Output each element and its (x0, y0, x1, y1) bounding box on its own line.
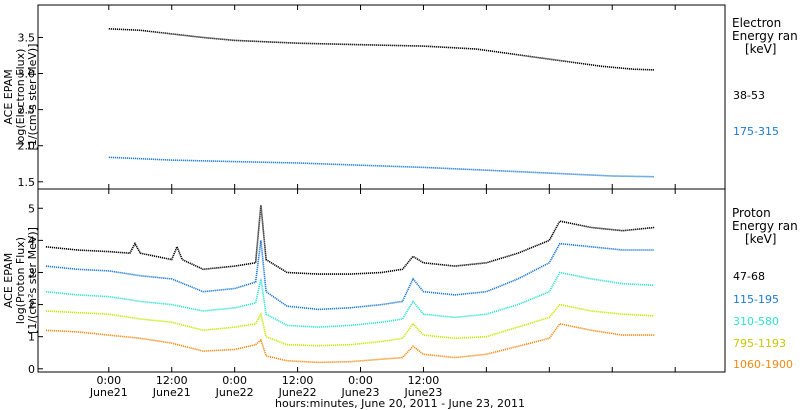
electron-ylabel-line-1: ACE EPAM (2, 69, 15, 124)
proton-legend-entry-795-1193: 795-1193 (733, 337, 786, 350)
proton-legend-entry-47-68: 47-68 (733, 270, 765, 283)
xtick-sublabel: June22 (278, 386, 317, 399)
proton-legend-entry-310-580: 310-580 (733, 315, 779, 328)
electron-ylabel-line-2: log(Electron Flux) (14, 49, 27, 146)
proton-plot-area (45, 205, 655, 364)
proton-legend-entry-115-195: 115-195 (733, 293, 779, 306)
electron-ytick-label: 2.5 (18, 104, 36, 117)
electron-legend-title-2: Energy ran (732, 29, 798, 43)
electron-ylabel-line-3: [1/(cm²s ster MeV)] (26, 44, 39, 151)
electron-series-38-53 (108, 28, 655, 71)
proton-series-310-580 (45, 271, 655, 328)
electron-panel-frame (37, 4, 726, 190)
proton-ytick-label: 1 (28, 331, 35, 344)
proton-legend-entry-1060-1900: 1060-1900 (733, 358, 793, 371)
electron-legend-entry-175-315: 175-315 (733, 125, 779, 138)
electron-plot-area (108, 28, 655, 178)
proton-ylabel-line-3: [1/(cm²s ster MeV)] (26, 227, 39, 334)
electron-ytick-label: 2.0 (18, 140, 36, 153)
proton-ylabel-line-2: log(Proton Flux) (14, 237, 27, 324)
proton-panel-frame (37, 188, 726, 373)
electron-ytick-label: 1.5 (18, 176, 36, 189)
proton-series-795-1193 (45, 303, 655, 347)
electron-legend-title-3: [keV] (745, 42, 776, 56)
x-axis-label: hours:minutes, June 20, 2011 - June 23, … (275, 397, 525, 410)
proton-ytick-label: 0 (28, 363, 35, 376)
proton-ytick-label: 4 (28, 234, 35, 247)
xtick-label: 0:00 (96, 374, 121, 387)
xtick-sublabel: June21 (152, 386, 191, 399)
xtick-label: 0:00 (222, 374, 247, 387)
proton-legend-title-2: Energy ran (732, 219, 798, 233)
electron-legend-entry-38-53: 38-53 (733, 89, 765, 102)
electron-legend-title-1: Electron (732, 16, 781, 30)
proton-legend-title-1: Proton (732, 206, 771, 220)
proton-series-1060-1900 (45, 322, 655, 364)
xtick-label: 12:00 (282, 374, 314, 387)
xtick-sublabel: June22 (215, 386, 254, 399)
proton-series-115-195 (45, 240, 655, 311)
proton-ylabel-line-1: ACE EPAM (2, 253, 15, 308)
proton-series-47-68 (45, 205, 655, 275)
xtick-label: 12:00 (408, 374, 440, 387)
proton-ytick-label: 2 (28, 299, 35, 312)
xtick-sublabel: June23 (403, 386, 442, 399)
proton-ytick-label: 3 (28, 266, 35, 279)
proton-ytick-label: 5 (28, 202, 35, 215)
electron-ytick-label: 3.0 (18, 68, 36, 81)
xtick-sublabel: June21 (89, 386, 128, 399)
proton-legend-title-3: [keV] (745, 232, 776, 246)
electron-ytick-label: 3.5 (18, 31, 36, 44)
xtick-label: 0:00 (348, 374, 373, 387)
xtick-label: 12:00 (156, 374, 188, 387)
electron-series-175-315 (108, 156, 655, 178)
xtick-sublabel: June23 (341, 386, 380, 399)
